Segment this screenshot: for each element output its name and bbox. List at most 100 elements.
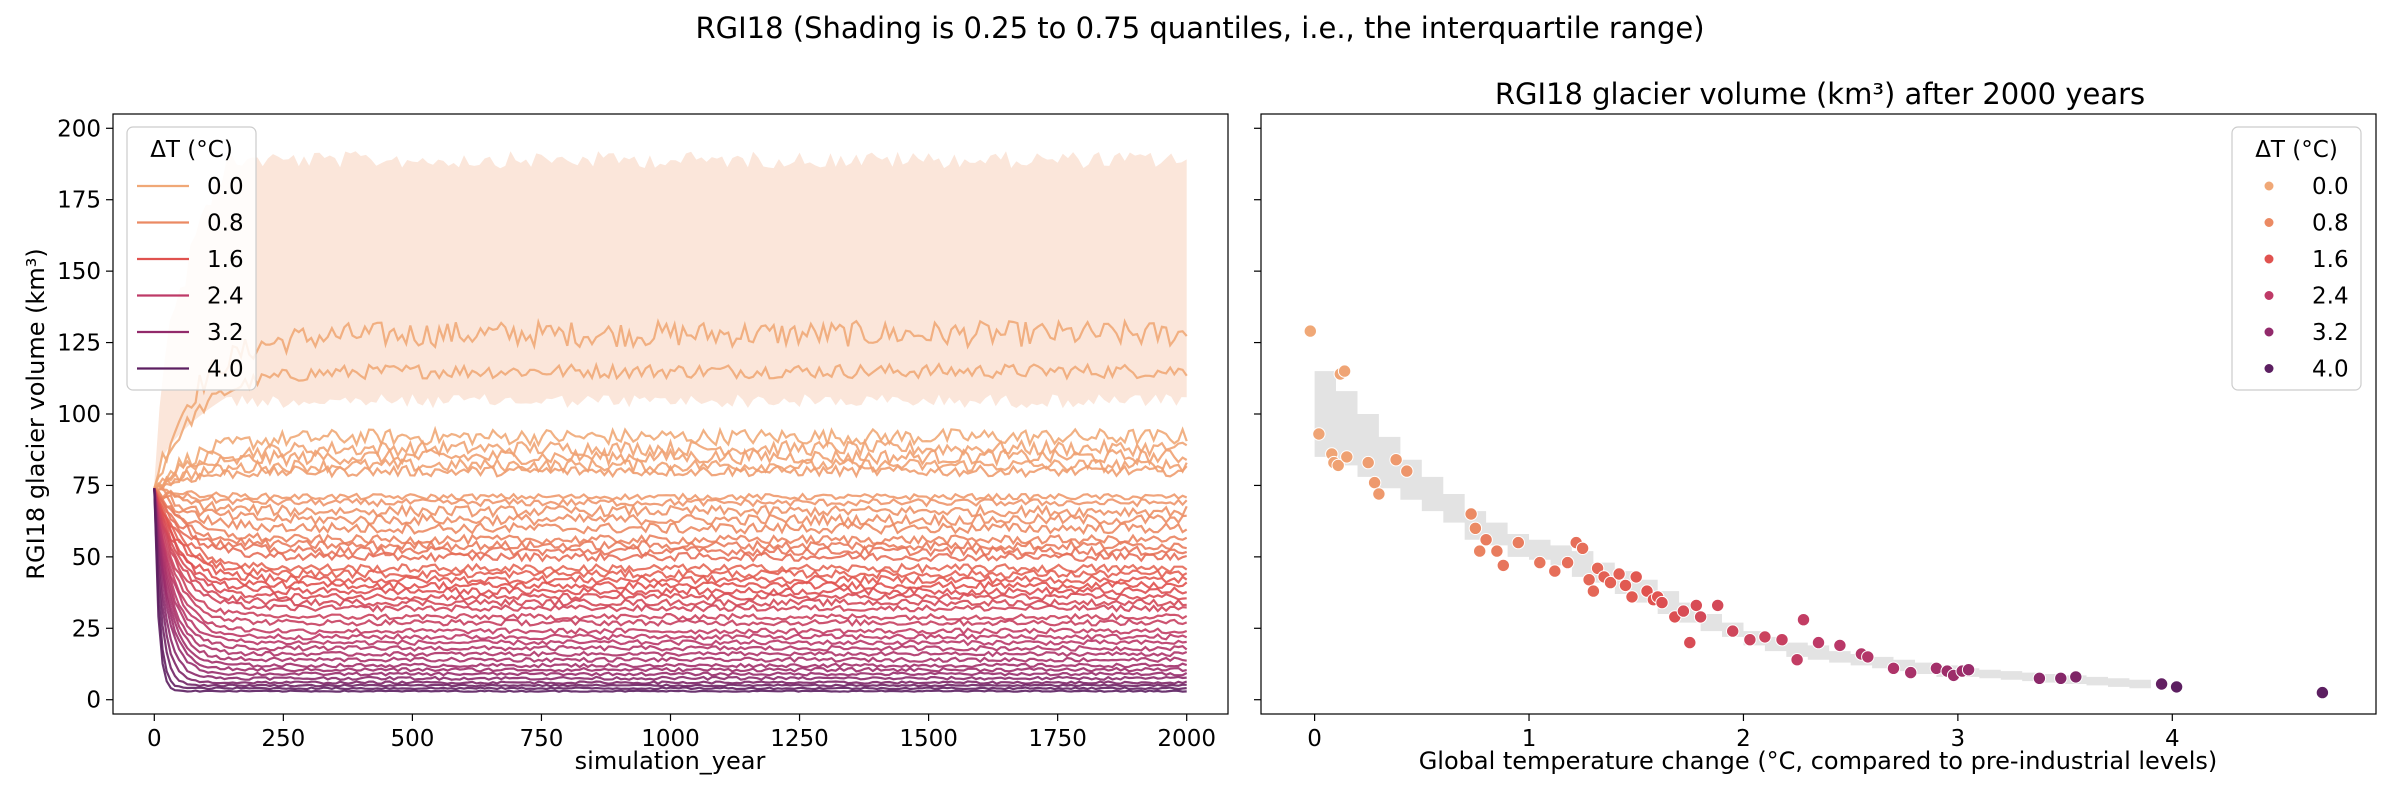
left-legend-label-5: 4.0 (207, 357, 244, 383)
scatter-point-18 (1496, 558, 1511, 573)
series-line-12 (153, 487, 1188, 546)
right-plot-area (1303, 324, 2330, 700)
scatter-point-14 (1468, 521, 1483, 535)
scatter-point-55 (1904, 665, 1918, 680)
scatter-point-63 (2069, 670, 2083, 684)
series-line-2 (153, 425, 1188, 490)
right-panel: RGI18 glacier volume (km³) after 2000 ye… (1254, 77, 2377, 775)
series-line-28 (153, 488, 1187, 647)
scatter-point-31 (1618, 578, 1633, 593)
series-line-38 (153, 488, 1187, 691)
right-legend-label-3: 2.4 (2312, 284, 2349, 310)
left-panel: 0 250 500 750 1000 1250 1500 1750 2000 0 25 50 75 100… (22, 113, 1229, 775)
series-line-24 (153, 488, 1188, 622)
right-legend-marker-3 (2263, 290, 2275, 301)
right-title: RGI18 glacier volume (km³) after 2000 ye… (1495, 77, 2145, 111)
left-ytick-label-5: 125 (57, 331, 101, 357)
left-ytick-label-2: 50 (72, 545, 101, 571)
scatter-point-43 (1711, 598, 1725, 613)
series-line-3 (153, 437, 1188, 490)
right-ticks: 0 1 2 3 4 (1254, 127, 2180, 752)
scatter-point-20 (1533, 555, 1547, 570)
left-ytick-label-1: 25 (72, 616, 101, 642)
right-legend-label-1: 0.8 (2312, 211, 2349, 237)
scatter-point-41 (1689, 598, 1704, 613)
series-line-22 (153, 488, 1187, 608)
scatter-point-30 (1612, 567, 1626, 581)
scatter-point-66 (2315, 685, 2330, 700)
scatter-point-42 (1693, 610, 1708, 624)
scatter-point-24 (1575, 541, 1590, 555)
left-ytick-label-4: 100 (57, 402, 101, 428)
right-legend-label-0: 0.0 (2312, 174, 2349, 200)
right-legend-label-2: 1.6 (2312, 247, 2349, 273)
scatter-point-19 (1511, 535, 1526, 550)
series-line-9 (153, 487, 1188, 519)
scatter-point-29 (1603, 575, 1618, 590)
left-ylabel: RGI18 glacier volume (km³) (22, 248, 50, 579)
left-legend-label-3: 2.4 (207, 284, 244, 310)
series-line-23 (153, 488, 1187, 613)
series-line-36 (153, 488, 1188, 685)
right-legend-box (2231, 126, 2362, 391)
right-xtick-label-0: 0 (1307, 726, 1322, 752)
left-ytick-label-3: 75 (72, 473, 101, 499)
right-legend-marker-1 (2263, 217, 2275, 228)
scatter-point-10 (1372, 487, 1386, 501)
scatter-point-6 (1337, 364, 1352, 378)
iqr-shading (154, 151, 1187, 489)
series-line-37 (153, 488, 1187, 688)
scatter-point-32 (1625, 590, 1639, 604)
series-line-15 (153, 487, 1188, 563)
scatter-point-16 (1479, 533, 1493, 547)
series-line-39 (153, 488, 1187, 693)
left-ytick-label-7: 175 (57, 188, 101, 214)
scatter-point-12 (1400, 464, 1414, 478)
right-legend-marker-2 (2263, 253, 2275, 265)
left-xtick-label-8: 2000 (1157, 726, 1216, 752)
left-ytick-label-8: 200 (57, 116, 101, 142)
left-legend-label-2: 1.6 (207, 247, 244, 273)
left-xtick-label-0: 0 (147, 726, 162, 752)
scatter-point-40 (1683, 635, 1697, 650)
scatter-point-49 (1796, 613, 1811, 627)
left-xtick-label-2: 500 (390, 726, 434, 752)
scatter-point-39 (1676, 604, 1691, 618)
series-line-8 (153, 486, 1188, 508)
scatter-point-64 (2154, 677, 2169, 691)
scatter-point-25 (1582, 573, 1596, 587)
right-xtick-label-1: 1 (1522, 726, 1537, 752)
left-xtick-label-3: 750 (519, 726, 563, 752)
scatter-point-47 (1775, 633, 1789, 647)
right-legend-marker-0 (2263, 180, 2275, 192)
left-legend: ΔT (°C) 0.0 0.8 1.6 2.4 3.2 4.0 (126, 126, 257, 391)
left-xlabel: simulation_year (575, 747, 766, 775)
series-line-20 (153, 488, 1188, 597)
series-line-13 (153, 487, 1187, 552)
series-line-27 (153, 488, 1188, 641)
scatter-point-51 (1833, 638, 1847, 653)
series-line-6 (153, 464, 1188, 490)
right-axes-frame (1260, 113, 2377, 715)
series-line-34 (153, 488, 1188, 677)
left-plot-area (153, 151, 1188, 693)
series-line-35 (153, 488, 1187, 682)
left-ytick-label-6: 150 (57, 259, 101, 285)
series-line-17 (153, 487, 1188, 580)
scatter-point-60 (1961, 663, 1976, 677)
right-legend-label-5: 4.0 (2312, 357, 2349, 383)
iqr-band (1314, 371, 2151, 689)
right-legend-title: ΔT (°C) (2255, 137, 2338, 163)
series-line-18 (153, 487, 1188, 586)
series-line-25 (153, 488, 1188, 627)
series-line-29 (153, 488, 1188, 652)
scatter-point-11 (1389, 453, 1403, 467)
right-xlabel: Global temperature change (°C, compared … (1419, 747, 2218, 775)
series-line-19 (153, 487, 1188, 591)
scatter-point-8 (1361, 455, 1375, 470)
series-line-33 (153, 488, 1187, 673)
scatter-point-22 (1560, 555, 1575, 570)
right-xtick-label-3: 3 (1951, 726, 1966, 752)
series-line-30 (153, 488, 1188, 658)
